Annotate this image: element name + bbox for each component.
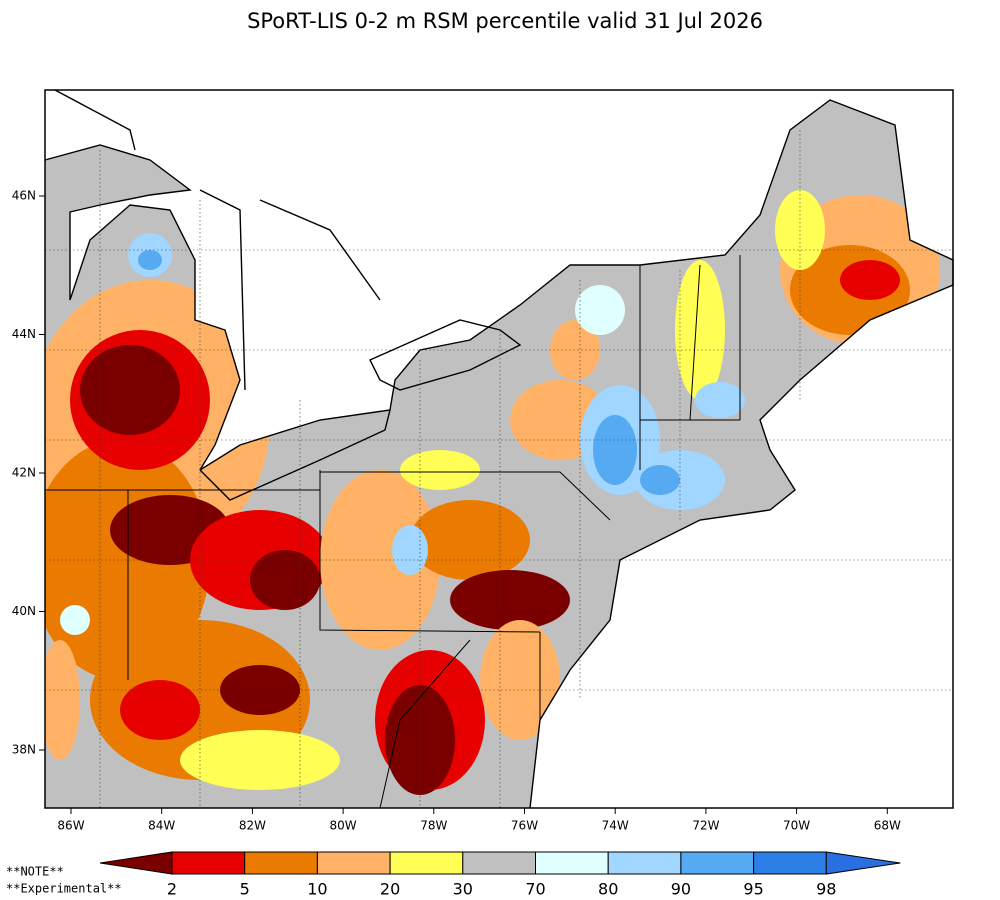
colorbar-label: 98: [816, 880, 836, 899]
colorbar: 2 5 10 20 30 70 80 90 95 98: [99, 851, 901, 899]
field-patch: [180, 730, 340, 790]
colorbar-box: [244, 851, 318, 875]
note-label: **Experimental**: [6, 882, 122, 896]
field-patch: [640, 465, 680, 495]
lon-label: 84W: [148, 819, 175, 833]
colorbar-box: [753, 851, 827, 875]
lon-label: 68W: [874, 819, 901, 833]
field-patch: [220, 665, 300, 715]
colorbar-box: [535, 851, 609, 875]
field-patch: [450, 570, 570, 630]
colorbar-box: [462, 851, 536, 875]
colorbar-label: 2: [167, 880, 177, 899]
field-patch: [392, 525, 428, 575]
field-patch: [138, 250, 162, 270]
colorbar-box: [607, 851, 682, 875]
field-patch: [80, 345, 180, 435]
colorbar-box: [389, 851, 464, 875]
field-patch: [120, 680, 200, 740]
colorbar-label: 80: [598, 880, 618, 899]
lat-label: 40N: [12, 604, 36, 618]
field-patch: [840, 260, 900, 300]
lon-label: 70W: [783, 819, 810, 833]
note-label: **NOTE**: [6, 865, 64, 879]
field-patch: [575, 285, 625, 335]
colorbar-box: [680, 851, 755, 875]
state-borders: [45, 255, 741, 809]
lat-label: 38N: [12, 743, 36, 757]
map-title: SPoRT-LIS 0-2 m RSM percentile valid 31 …: [247, 9, 763, 33]
lake-outline: [54, 89, 522, 391]
colorbar-label: 95: [743, 880, 763, 899]
colorbar-label: 30: [453, 880, 473, 899]
field-patch: [320, 470, 440, 650]
lon-label: 78W: [420, 819, 447, 833]
colorbar-arrow: [99, 851, 173, 875]
lon-label: 74W: [602, 819, 629, 833]
coastline: [44, 99, 954, 809]
lon-label: 82W: [239, 819, 266, 833]
county-lines: [45, 130, 953, 808]
colorbar-label: 90: [671, 880, 691, 899]
lon-label: 72W: [692, 819, 719, 833]
lat-label: 46N: [12, 189, 36, 203]
field-patch: [675, 260, 725, 400]
field-patch: [250, 550, 320, 610]
field-patch: [550, 320, 600, 380]
axis-ticks: 86W 84W 82W 80W 78W 76W 74W 72W 70W 68W 46N 44N 42N 4…: [12, 189, 901, 833]
lat-label: 44N: [12, 327, 36, 341]
outlines: [44, 89, 954, 809]
field-patch: [410, 500, 530, 580]
colorbar-label: 5: [240, 880, 250, 899]
colorbar-label: 70: [525, 880, 545, 899]
lon-label: 76W: [511, 819, 538, 833]
lat-label: 42N: [12, 466, 36, 480]
lon-label: 80W: [330, 819, 357, 833]
field-patch: [695, 382, 745, 418]
field-patch: [45, 640, 80, 760]
colorbar-arrow: [825, 851, 901, 875]
colorbar-box: [171, 851, 246, 875]
colorbar-box: [316, 851, 391, 875]
field-patch: [593, 415, 637, 485]
colorbar-label: 20: [380, 880, 400, 899]
lon-label: 86W: [57, 819, 84, 833]
field-patch: [60, 605, 90, 635]
field-patch: [400, 450, 480, 490]
map-frame: [44, 89, 954, 809]
colorbar-label: 10: [307, 880, 327, 899]
